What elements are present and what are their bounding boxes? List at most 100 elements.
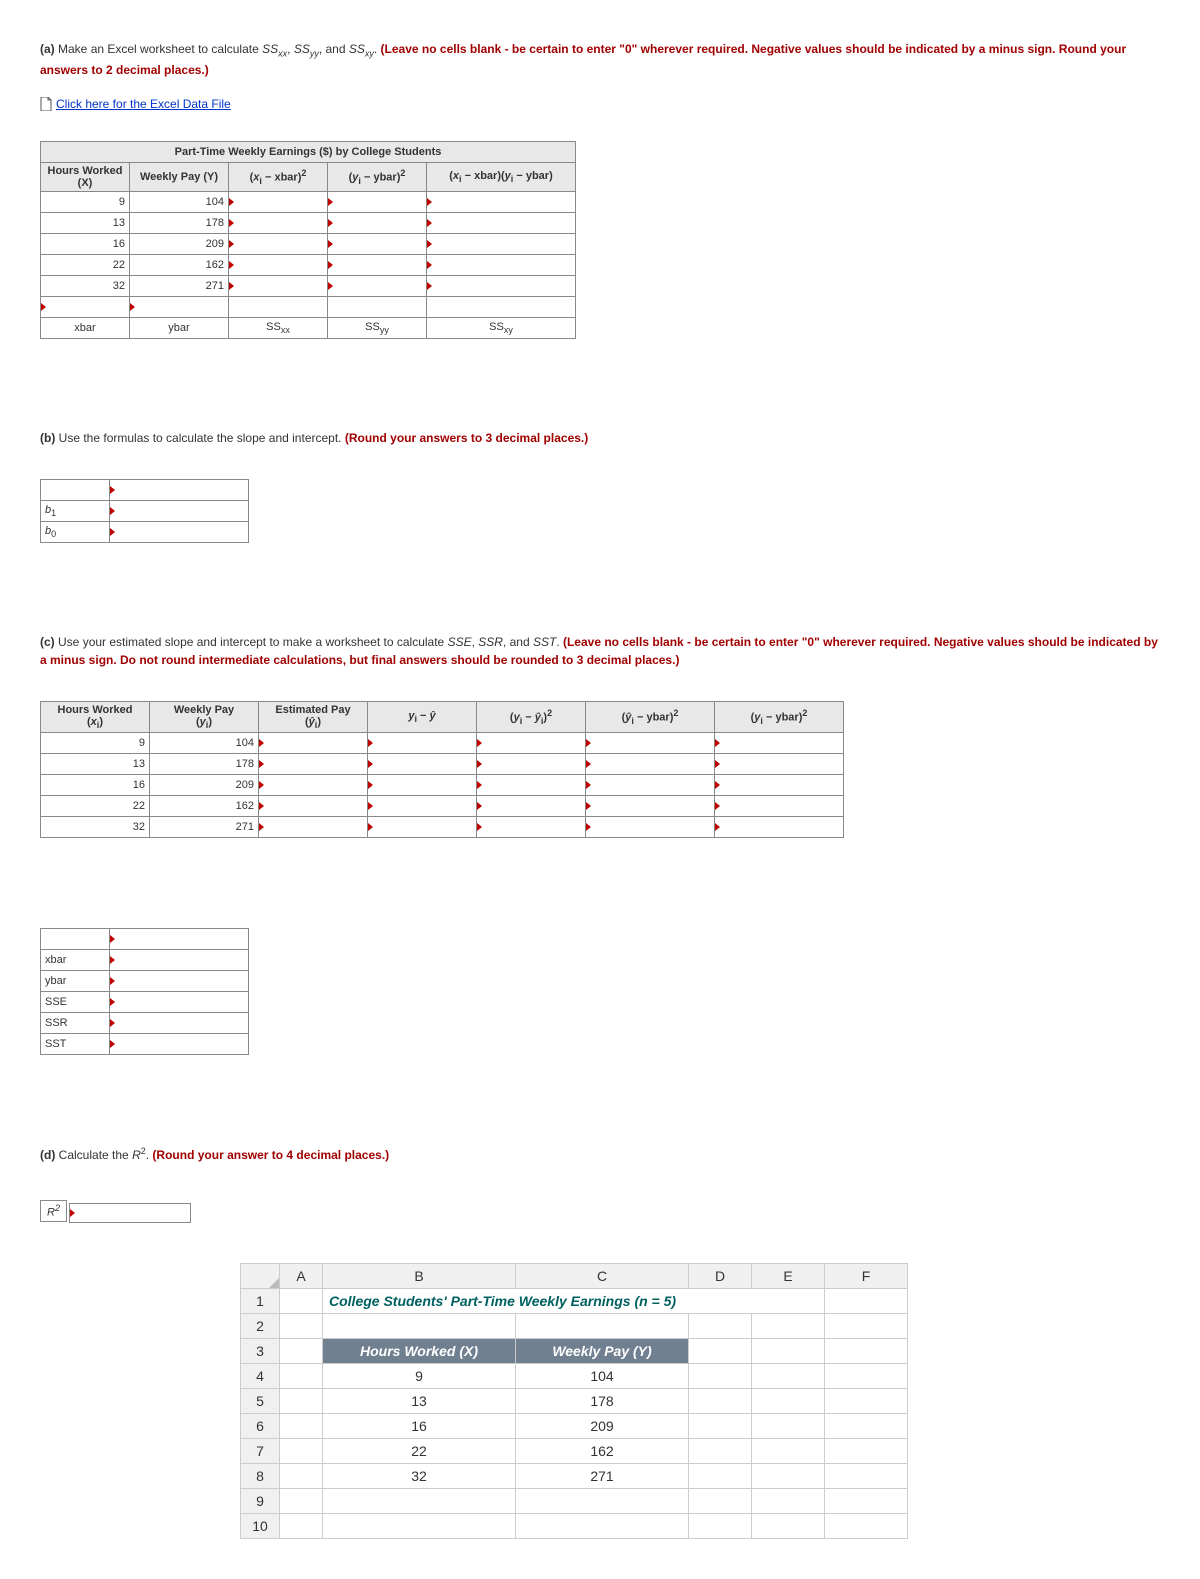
- input-cell[interactable]: [110, 929, 249, 950]
- c-col6: (ŷi − ybar)2: [586, 701, 715, 732]
- y-cell: 271: [130, 275, 229, 296]
- row-hdr[interactable]: 5: [241, 1388, 280, 1413]
- input-cell[interactable]: [715, 775, 844, 796]
- input-cell[interactable]: [368, 775, 477, 796]
- excel-cell[interactable]: 209: [516, 1413, 689, 1438]
- input-cell[interactable]: [229, 233, 328, 254]
- input-cell[interactable]: [715, 796, 844, 817]
- input-cell[interactable]: [586, 817, 715, 838]
- col-B[interactable]: B: [323, 1263, 516, 1288]
- x-cell: 22: [41, 796, 150, 817]
- excel-cell[interactable]: 9: [323, 1363, 516, 1388]
- excel-cell[interactable]: 32: [323, 1463, 516, 1488]
- input-cell[interactable]: [368, 754, 477, 775]
- input-cell[interactable]: [586, 733, 715, 754]
- input-cell[interactable]: [229, 191, 328, 212]
- input-cell[interactable]: [586, 775, 715, 796]
- input-cell[interactable]: [259, 775, 368, 796]
- input-cell[interactable]: [477, 754, 586, 775]
- input-cell[interactable]: [259, 796, 368, 817]
- input-cell[interactable]: [715, 817, 844, 838]
- input-cell[interactable]: [368, 796, 477, 817]
- row-hdr[interactable]: 8: [241, 1463, 280, 1488]
- col-C[interactable]: C: [516, 1263, 689, 1288]
- select-all-corner[interactable]: [241, 1263, 280, 1288]
- row-hdr[interactable]: 7: [241, 1438, 280, 1463]
- row-1[interactable]: 1: [241, 1288, 280, 1313]
- excel-hdr-hours[interactable]: Hours Worked (X): [323, 1338, 516, 1363]
- input-cell[interactable]: [229, 275, 328, 296]
- row-3[interactable]: 3: [241, 1338, 280, 1363]
- row-2[interactable]: 2: [241, 1313, 280, 1338]
- text: Use your estimated slope and intercept t…: [58, 635, 448, 649]
- input-cell[interactable]: [477, 733, 586, 754]
- row-10[interactable]: 10: [241, 1513, 280, 1538]
- part-b-table: b1 b0: [40, 479, 249, 543]
- excel-title[interactable]: College Students' Part-Time Weekly Earni…: [323, 1288, 825, 1313]
- input-cell[interactable]: [110, 1013, 249, 1034]
- input-cell[interactable]: [427, 233, 576, 254]
- row-hdr[interactable]: 6: [241, 1413, 280, 1438]
- input-cell[interactable]: [368, 733, 477, 754]
- excel-cell[interactable]: 104: [516, 1363, 689, 1388]
- input-cell[interactable]: [328, 233, 427, 254]
- input-cell[interactable]: [427, 254, 576, 275]
- c-col5: (yi − ŷi)2: [477, 701, 586, 732]
- y-cell: 104: [150, 733, 259, 754]
- col-A[interactable]: A: [280, 1263, 323, 1288]
- instruction-red: (Round your answer to 4 decimal places.): [152, 1148, 389, 1162]
- xbar-label: xbar: [41, 317, 130, 338]
- input-cell[interactable]: [110, 971, 249, 992]
- input-cell[interactable]: [586, 796, 715, 817]
- c-col2: Weekly Pay(yi): [150, 701, 259, 732]
- input-cell[interactable]: [110, 1034, 249, 1055]
- input-cell[interactable]: [259, 733, 368, 754]
- input-cell[interactable]: [328, 191, 427, 212]
- excel-cell[interactable]: 16: [323, 1413, 516, 1438]
- excel-hdr-pay[interactable]: Weekly Pay (Y): [516, 1338, 689, 1363]
- input-cell[interactable]: [110, 992, 249, 1013]
- r2-input[interactable]: [69, 1203, 191, 1223]
- col-D[interactable]: D: [689, 1263, 752, 1288]
- excel-cell[interactable]: 162: [516, 1438, 689, 1463]
- input-cell[interactable]: [427, 191, 576, 212]
- input-cell[interactable]: [586, 754, 715, 775]
- y-cell: 104: [130, 191, 229, 212]
- input-cell[interactable]: [328, 254, 427, 275]
- input-cell[interactable]: [477, 796, 586, 817]
- input-cell[interactable]: [110, 950, 249, 971]
- excel-data-file-link[interactable]: Click here for the Excel Data File: [40, 97, 231, 111]
- col-F[interactable]: F: [825, 1263, 908, 1288]
- excel-cell[interactable]: 178: [516, 1388, 689, 1413]
- input-cell[interactable]: [110, 479, 249, 500]
- y-cell: 178: [130, 212, 229, 233]
- input-cell[interactable]: [477, 775, 586, 796]
- blank-cell[interactable]: [41, 296, 130, 317]
- input-cell[interactable]: [477, 817, 586, 838]
- instruction-red: (Round your answers to 3 decimal places.…: [345, 431, 588, 445]
- input-cell[interactable]: [427, 275, 576, 296]
- input-cell[interactable]: [259, 817, 368, 838]
- input-cell[interactable]: [715, 754, 844, 775]
- row-9[interactable]: 9: [241, 1488, 280, 1513]
- input-cell[interactable]: [328, 212, 427, 233]
- input-cell[interactable]: [259, 754, 368, 775]
- part-a-table: Part-Time Weekly Earnings ($) by College…: [40, 141, 576, 339]
- input-cell[interactable]: [229, 254, 328, 275]
- col-E[interactable]: E: [752, 1263, 825, 1288]
- input-cell[interactable]: [328, 275, 427, 296]
- input-cell[interactable]: [229, 212, 328, 233]
- input-cell[interactable]: [368, 817, 477, 838]
- blank-cell[interactable]: [130, 296, 229, 317]
- b0-input[interactable]: [110, 521, 249, 542]
- excel-cell[interactable]: 271: [516, 1463, 689, 1488]
- excel-cell[interactable]: 22: [323, 1438, 516, 1463]
- x-cell: 9: [41, 191, 130, 212]
- y-cell: 209: [150, 775, 259, 796]
- col-hours: Hours Worked(X): [41, 162, 130, 191]
- input-cell[interactable]: [715, 733, 844, 754]
- excel-cell[interactable]: 13: [323, 1388, 516, 1413]
- b1-input[interactable]: [110, 500, 249, 521]
- input-cell[interactable]: [427, 212, 576, 233]
- row-hdr[interactable]: 4: [241, 1363, 280, 1388]
